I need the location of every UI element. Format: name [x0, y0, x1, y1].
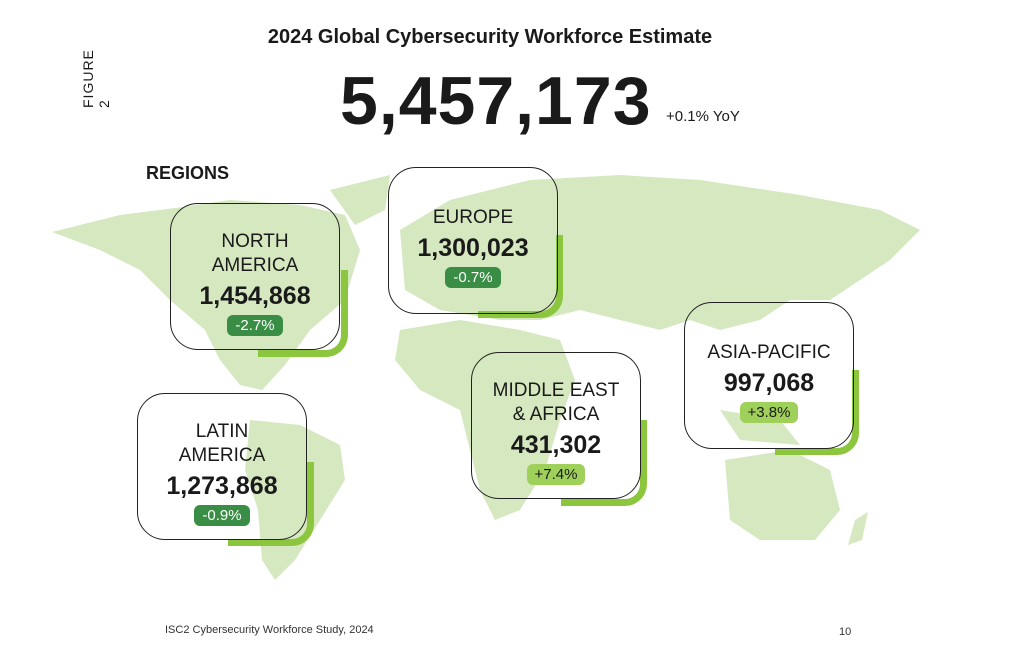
page-title: 2024 Global Cybersecurity Workforce Esti… — [267, 26, 713, 48]
region-value: 1,273,868 — [166, 472, 278, 500]
region-name: NORTH AMERICA — [211, 231, 299, 276]
region-name: MIDDLE EAST & AFRICA — [492, 380, 620, 425]
total-workforce: 5,457,173 — [340, 63, 652, 139]
region-card-asia-pacific: ASIA-PACIFIC 997,068 +3.8% — [684, 302, 854, 449]
region-value: 1,454,868 — [199, 282, 311, 310]
change-badge: +7.4% — [526, 464, 586, 485]
regions-heading: REGIONS — [146, 163, 230, 183]
region-card-north-america: NORTH AMERICA 1,454,868 -2.7% — [170, 203, 340, 350]
region-name: EUROPE — [432, 207, 514, 228]
map-north-america — [52, 200, 360, 390]
accent-bracket — [478, 235, 563, 318]
footer-source: ISC2 Cybersecurity Workforce Study, 2024 — [165, 624, 374, 636]
accent-bracket — [775, 370, 859, 455]
region-name: LATIN AMERICA — [178, 421, 266, 466]
region-name: ASIA-PACIFIC — [707, 342, 831, 363]
region-card-latin-america: LATIN AMERICA 1,273,868 -0.9% — [137, 393, 307, 540]
region-card-middle-east-africa: MIDDLE EAST & AFRICA 431,302 +7.4% — [471, 352, 641, 499]
change-badge: -2.7% — [227, 315, 283, 336]
region-value: 997,068 — [723, 369, 815, 397]
figure-label: FIGURE 2 — [80, 49, 112, 108]
region-value: 431,302 — [510, 431, 602, 459]
page-number: 10 — [839, 626, 852, 638]
region-value: 1,300,023 — [417, 234, 529, 262]
change-badge: -0.7% — [445, 267, 501, 288]
accent-bracket — [258, 270, 348, 357]
map-greenland — [330, 175, 390, 225]
total-yoy-change: +0.1% YoY — [666, 108, 740, 125]
change-badge: +3.8% — [739, 402, 799, 423]
map-australia — [725, 450, 840, 540]
map-new-zealand — [848, 512, 868, 545]
accent-bracket — [561, 420, 647, 506]
change-badge: -0.9% — [194, 505, 250, 526]
accent-bracket — [228, 462, 314, 546]
region-card-europe: EUROPE 1,300,023 -0.7% — [388, 167, 558, 314]
